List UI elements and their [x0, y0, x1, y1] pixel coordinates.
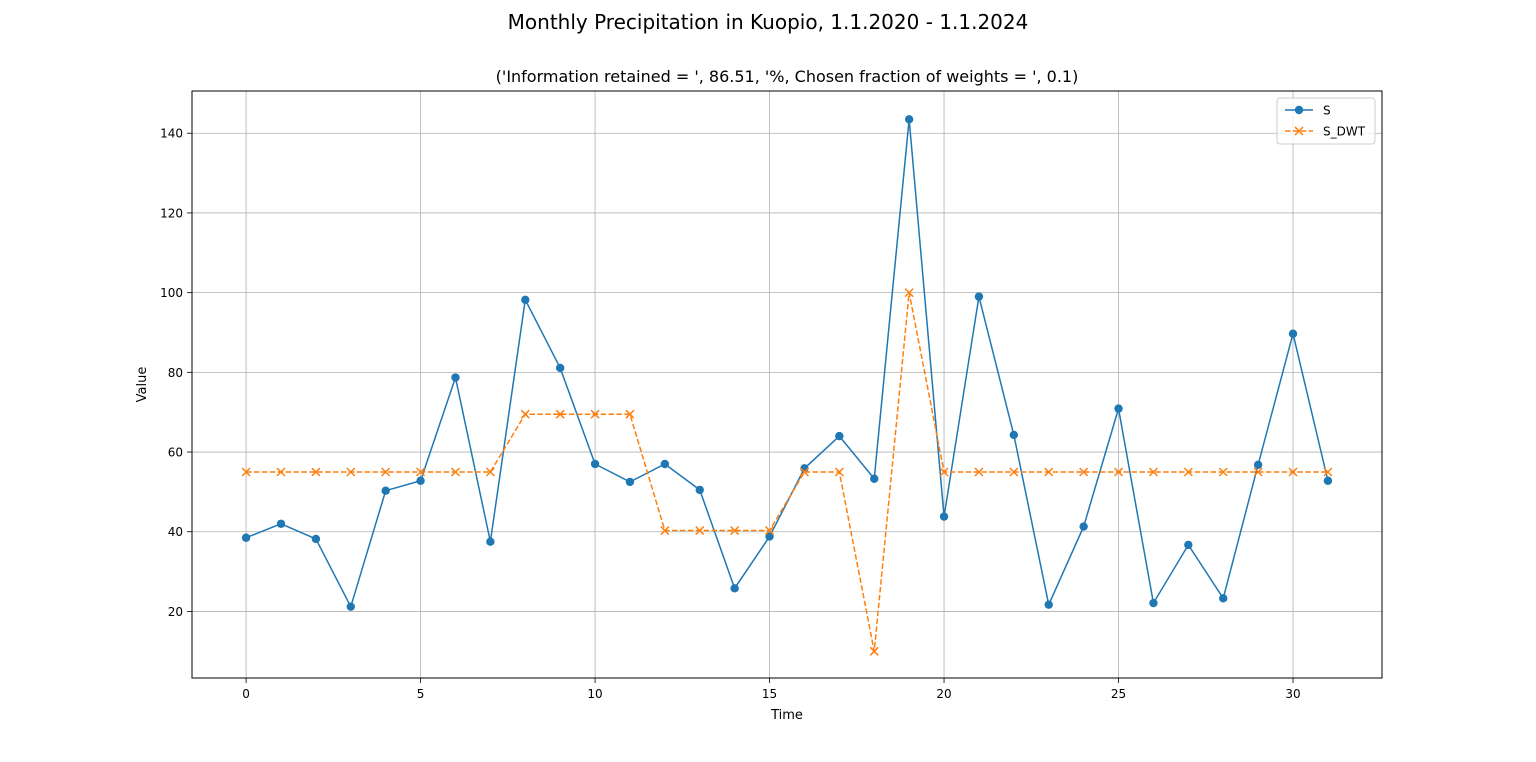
data-point-s-dwt: [450, 467, 461, 477]
data-point-s: [1044, 600, 1053, 609]
x-tick-label: 30: [1285, 687, 1300, 701]
y-tick-label: 80: [168, 366, 183, 380]
y-tick-label: 40: [168, 525, 183, 539]
data-point-s-dwt: [625, 409, 635, 419]
data-point-s-dwt: [416, 467, 426, 477]
y-tick-label: 20: [168, 605, 183, 619]
grid-lines: [192, 91, 1382, 678]
data-point-s-dwt: [974, 467, 984, 477]
legend-marker-s-dwt: [1294, 126, 1304, 136]
data-point-s: [1184, 540, 1193, 550]
data-point-s: [381, 486, 390, 495]
data-point-s-dwt: [1323, 467, 1333, 477]
data-point-s: [590, 459, 600, 469]
data-point-s: [486, 537, 495, 546]
y-tick-label: 100: [160, 286, 183, 300]
data-point-s: [730, 584, 739, 593]
legend-label-s-dwt: S_DWT: [1323, 125, 1366, 139]
y-tick-label: 120: [160, 206, 183, 220]
x-axis-ticks: 0 5 10 15 20 25 30: [242, 678, 1301, 701]
data-point-s-dwt: [311, 467, 321, 477]
data-point-s: [276, 519, 286, 528]
data-point-s: [1219, 594, 1228, 603]
data-point-s-dwt: [869, 646, 879, 656]
data-point-s: [1323, 476, 1333, 485]
y-axis-ticks: 20 40 60 80 100 120 140: [160, 127, 192, 619]
data-point-s: [835, 431, 844, 441]
x-tick-label: 20: [936, 687, 951, 701]
y-axis-label: Value: [135, 367, 150, 403]
data-point-s: [695, 485, 704, 495]
plot-frame: [191, 90, 1383, 679]
data-point-s-dwt: [904, 288, 914, 298]
x-tick-label: 10: [587, 687, 602, 701]
series-line-s-dwt: [246, 292, 1328, 652]
data-point-s-dwt: [276, 467, 286, 477]
series-line-s: [245, 119, 1329, 609]
data-point-s: [346, 602, 355, 611]
series-layer: [241, 115, 1333, 656]
data-point-s-dwt: [1044, 467, 1054, 477]
data-point-s: [1253, 460, 1263, 469]
data-point-s-dwt: [1288, 467, 1298, 477]
x-tick-label: 25: [1111, 687, 1126, 701]
data-point-s: [939, 512, 949, 521]
data-point-s-dwt: [660, 526, 670, 536]
data-point-s-dwt: [1148, 467, 1158, 477]
data-point-s: [311, 534, 321, 544]
data-point-s-dwt: [765, 526, 775, 536]
data-point-s: [416, 476, 425, 485]
data-point-s-dwt: [1079, 467, 1089, 477]
data-point-s-dwt: [799, 467, 809, 477]
data-point-s-dwt: [695, 526, 705, 536]
data-point-s: [1114, 404, 1123, 413]
x-tick-label: 15: [762, 687, 777, 701]
data-point-s-dwt: [241, 467, 251, 477]
data-point-s: [1009, 430, 1019, 440]
data-point-s: [625, 477, 635, 487]
data-point-s-dwt: [381, 467, 391, 477]
x-axis-label: Time: [770, 708, 803, 723]
data-point-s: [521, 295, 530, 305]
y-tick-label: 140: [160, 127, 183, 141]
data-point-s-dwt: [834, 467, 844, 477]
legend: S S_DWT: [1276, 97, 1376, 145]
data-point-s-dwt: [1009, 467, 1019, 477]
data-point-s-dwt: [590, 409, 600, 419]
data-point-s: [241, 533, 251, 542]
data-point-s: [1288, 329, 1298, 338]
data-point-s: [765, 532, 774, 541]
data-point-s: [1079, 522, 1088, 531]
data-point-s: [870, 474, 879, 483]
data-point-s-dwt: [485, 467, 495, 477]
data-point-s-dwt: [346, 467, 356, 477]
data-point-s: [1149, 598, 1158, 608]
data-point-s-dwt: [1218, 467, 1228, 477]
data-point-s: [451, 373, 460, 382]
x-tick-label: 5: [417, 687, 425, 701]
legend-label-s: S: [1323, 104, 1331, 118]
data-point-s: [555, 363, 565, 373]
data-point-s-dwt: [555, 409, 565, 419]
data-point-s-dwt: [1253, 467, 1263, 477]
data-point-s-dwt: [730, 526, 740, 536]
data-point-s-dwt: [939, 467, 949, 477]
legend-marker-s: [1294, 105, 1304, 115]
chart-title: ('Information retained = ', 86.51, '%, C…: [496, 67, 1079, 86]
data-point-s: [974, 292, 984, 301]
data-point-s-dwt: [520, 409, 530, 419]
x-tick-label: 0: [242, 687, 250, 701]
series-s-dwt: [241, 288, 1333, 656]
series-s: [241, 115, 1333, 611]
data-point-s-dwt: [1183, 467, 1193, 477]
figure-suptitle: Monthly Precipitation in Kuopio, 1.1.202…: [507, 10, 1029, 34]
y-tick-label: 60: [168, 446, 183, 460]
data-point-s: [904, 115, 914, 124]
data-point-s-dwt: [1113, 467, 1124, 477]
data-point-s: [660, 459, 670, 469]
